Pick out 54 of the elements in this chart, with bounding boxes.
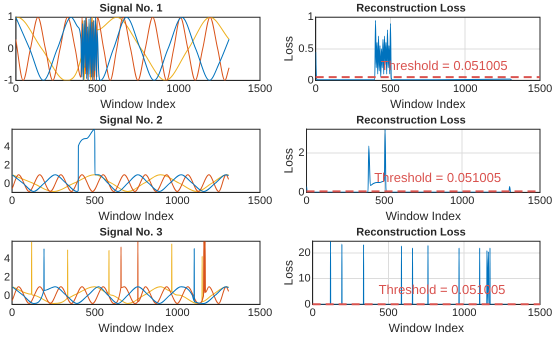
y-tick-label: 4 (4, 252, 10, 265)
y-tick-label: 0 (298, 186, 305, 198)
chart-title: Signal No. 2 (100, 114, 162, 127)
y-tick-label: 2 (298, 146, 305, 159)
y-axis-title: Loss (282, 148, 296, 174)
x-tick-label: 500 (379, 307, 398, 320)
x-tick-label: 500 (381, 83, 400, 96)
x-tick-label: 1000 (452, 83, 478, 96)
y-tick-label: 2 (4, 271, 10, 284)
y-tick-label: 0.5 (298, 42, 314, 55)
y-tick-label: 0 (8, 42, 14, 55)
chart-title: Signal No. 3 (100, 226, 162, 239)
y-tick-label: 0 (4, 290, 10, 302)
x-axis-title: Window Index (98, 321, 174, 336)
line-series (12, 174, 230, 192)
chart-title: Reconstruction Loss (356, 2, 466, 15)
x-tick-label: 500 (375, 195, 394, 208)
y-tick-label: 1 (308, 11, 314, 24)
x-axis-title: Window Index (386, 209, 461, 224)
y-tick-label: 0 (4, 178, 10, 190)
x-tick-label: 500 (86, 307, 104, 320)
line-series (16, 17, 230, 80)
y-tick-label: 10 (298, 272, 311, 285)
x-tick-label: 1500 (248, 83, 272, 96)
x-tick-label: 1000 (452, 307, 476, 320)
x-tick-label: 500 (86, 195, 104, 208)
chart-title: Reconstruction Loss (356, 114, 466, 127)
y-tick-label: 0 (308, 74, 314, 86)
x-axis-title: Window Index (388, 321, 464, 336)
y-tick-label: 4 (4, 140, 10, 153)
y-axis-title: Loss (282, 260, 296, 286)
line-series (316, 20, 512, 80)
chart-title: Signal No. 1 (100, 2, 162, 15)
chart-title: Reconstruction Loss (356, 226, 466, 239)
x-tick-label: 1000 (165, 307, 190, 320)
x-tick-label: 1500 (528, 83, 552, 96)
x-axis-title: Window Index (390, 97, 466, 112)
x-axis-title: Window Index (100, 97, 176, 112)
y-tick-label: 1 (8, 11, 14, 24)
x-tick-label: 1500 (528, 307, 552, 320)
x-tick-label: 1000 (166, 83, 191, 96)
y-tick-label: 2 (4, 159, 10, 172)
x-tick-label: 1500 (248, 195, 272, 208)
x-axis-title: Window Index (98, 209, 174, 224)
y-axis-title: Loss (282, 36, 296, 62)
y-tick-label: 0 (304, 298, 311, 310)
x-tick-label: 1000 (165, 195, 190, 208)
y-tick-label: -1 (4, 74, 14, 86)
x-tick-label: 1500 (248, 307, 272, 320)
x-tick-label: 500 (88, 83, 106, 96)
line-series (12, 129, 230, 192)
y-tick-label: 20 (298, 247, 311, 260)
x-tick-label: 1500 (528, 195, 552, 208)
x-tick-label: 1000 (450, 195, 474, 208)
